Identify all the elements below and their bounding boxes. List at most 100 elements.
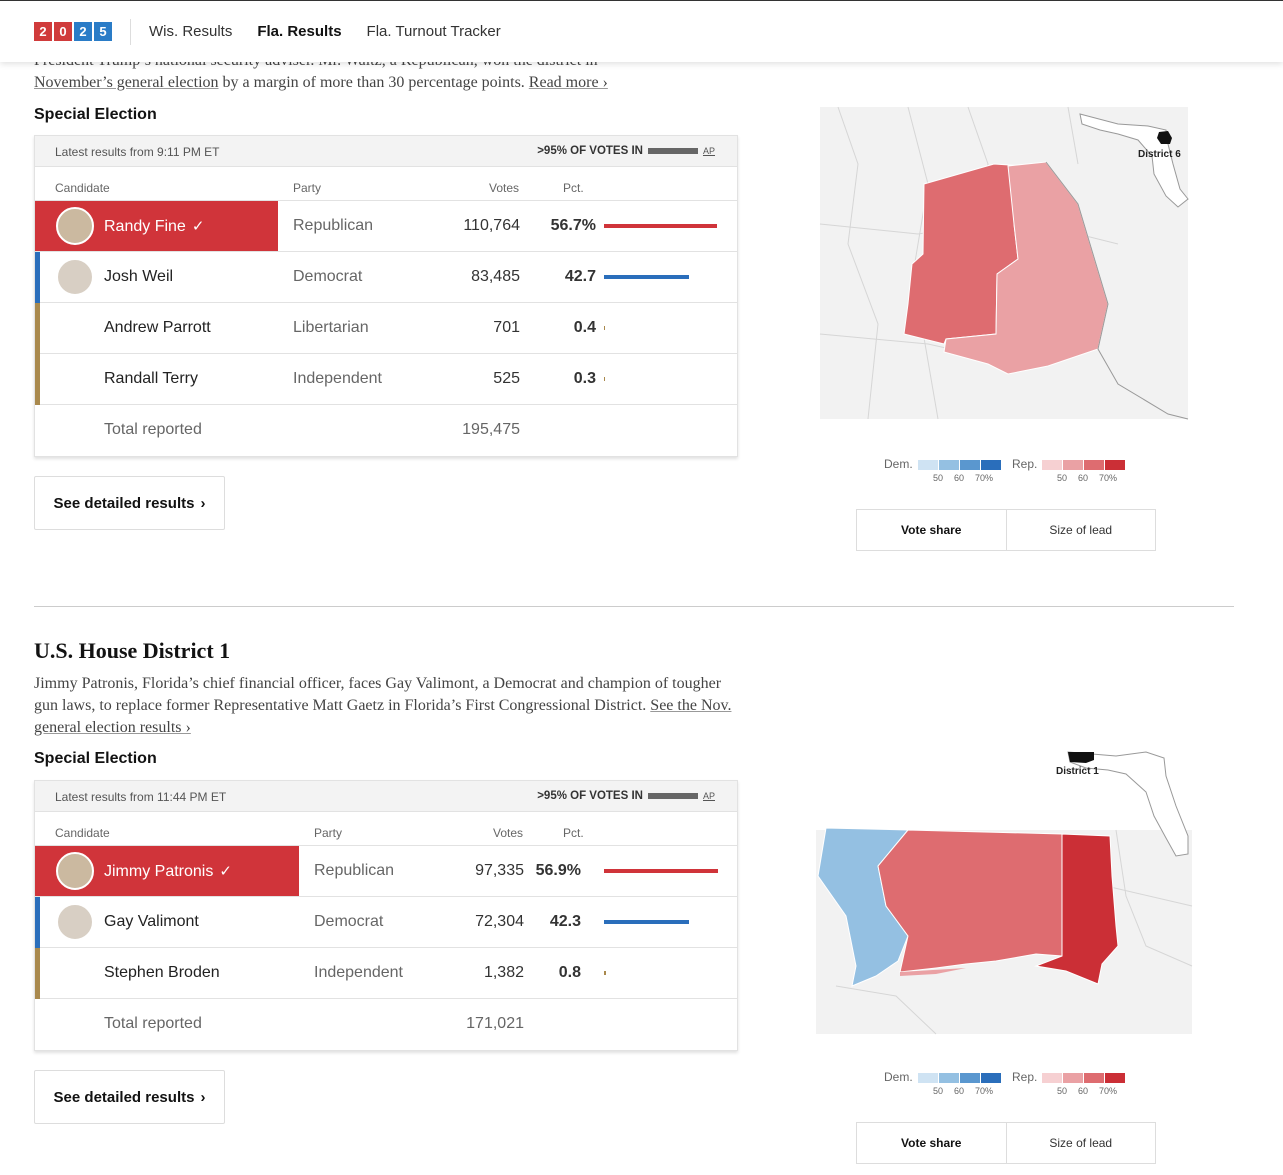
chevron-right-icon: ›: [200, 494, 206, 512]
map-region-county: [877, 829, 1063, 973]
col-votes: Votes: [489, 181, 520, 195]
candidate-party: Democrat: [314, 913, 384, 930]
candidate-avatar: [56, 903, 94, 941]
district-label: District 6: [1138, 149, 1181, 160]
legend-swatch: [1105, 460, 1125, 470]
candidate-pct: 56.9%: [535, 862, 581, 879]
legend-swatch: [1042, 460, 1062, 470]
race1-map: District 6: [819, 106, 1189, 420]
candidate-votes: 701: [493, 319, 520, 336]
pct-bar: [604, 920, 689, 924]
candidate-pct: 0.8: [558, 964, 581, 981]
candidate-votes: 72,304: [475, 913, 524, 930]
col-pct: Pct.: [563, 826, 584, 840]
size-of-lead-toggle[interactable]: Size of lead: [1049, 1136, 1113, 1150]
button-label: See detailed results: [53, 494, 195, 512]
race1-detailed-results-button[interactable]: See detailed results ›: [34, 476, 225, 530]
legend-dem-label: Dem.: [884, 457, 913, 471]
candidate-avatar: [56, 852, 94, 890]
candidate-party: Democrat: [293, 268, 363, 285]
race2-legend: Dem. 50 60 70% Rep. 50 60 70%: [884, 1070, 1144, 1100]
legend-tick: 50: [1057, 1086, 1068, 1096]
pct-bar: [604, 224, 717, 228]
race1-results-table: Latest results from 9:11 PM ET >95% OF V…: [34, 135, 738, 457]
candidate-row: Stephen Broden Independent 1,382 0.8: [35, 948, 737, 999]
race2-detailed-results-button[interactable]: See detailed results ›: [34, 1070, 225, 1124]
race2-results-table: Latest results from 11:44 PM ET >95% OF …: [34, 780, 738, 1051]
reporting-bar: [647, 793, 698, 799]
party-stripe: [35, 897, 40, 948]
logo-digit: 2: [74, 22, 92, 41]
legend-swatch: [939, 1073, 959, 1083]
size-of-lead-toggle[interactable]: Size of lead: [1049, 523, 1113, 537]
winner-check-icon: ✓: [219, 863, 232, 880]
race2-map-toggle: Vote share Size of lead: [856, 1122, 1156, 1164]
table-body: Jimmy Patronis ✓ Republican 97,335 56.9% Gay …: [35, 846, 737, 1050]
ap-source-link[interactable]: AP: [702, 146, 715, 156]
legend-tick: 60: [1078, 473, 1089, 483]
nav-link-fla-turnout[interactable]: Fla. Turnout Tracker: [366, 23, 501, 40]
legend-tick: 70%: [975, 473, 994, 483]
candidate-row: Andrew Parrott Libertarian 701 0.4: [35, 303, 737, 354]
candidate-name: Randy Fine ✓: [104, 218, 205, 235]
legend-swatch: [1063, 1073, 1083, 1083]
intro-text-rest: by a margin of more than 30 percentage p…: [218, 74, 525, 91]
read-more-link[interactable]: Read more ›: [528, 74, 608, 91]
legend-tick: 60: [1078, 1086, 1089, 1096]
florida-locator-map: District 6: [1079, 113, 1189, 208]
legend-swatch: [1084, 1073, 1104, 1083]
legend-tick: 50: [933, 1086, 944, 1096]
nav-link-fla-results[interactable]: Fla. Results: [257, 23, 342, 40]
vote-share-toggle[interactable]: Vote share: [857, 510, 1007, 550]
legend-tick: 70%: [975, 1086, 994, 1096]
latest-results: Latest results from 9:11 PM ET: [55, 145, 220, 159]
total-votes: 195,475: [462, 421, 520, 438]
party-stripe: [35, 252, 40, 303]
table-header: Candidate Party Votes Pct.: [35, 812, 737, 846]
legend-tick: 70%: [1099, 1086, 1118, 1096]
race2-title: U.S. House District 1: [34, 638, 231, 663]
pct-bar: [604, 971, 606, 975]
legend-swatch: [1063, 460, 1083, 470]
legend-tick: 60: [954, 473, 965, 483]
race1-map-toggle: Vote share Size of lead: [856, 509, 1156, 551]
col-party: Party: [314, 826, 343, 840]
table-header: Candidate Party Votes Pct.: [35, 167, 737, 201]
race2-label: Special Election: [34, 750, 157, 767]
logo-2025[interactable]: 2 0 2 5: [34, 22, 112, 41]
winner-check-icon: ✓: [191, 218, 205, 235]
top-nav: 2 0 2 5 Wis. Results Fla. Results Fla. T…: [0, 0, 1283, 62]
candidate-votes: 525: [493, 370, 520, 387]
florida-locator-map: District 1: [1056, 751, 1189, 857]
candidate-party: Independent: [314, 964, 403, 981]
candidate-row: Jimmy Patronis ✓ Republican 97,335 56.9%: [35, 846, 737, 897]
legend-swatch: [918, 1073, 938, 1083]
legend-swatch: [918, 460, 938, 470]
legend-tick: 70%: [1099, 473, 1118, 483]
district-label: District 1: [1056, 766, 1099, 777]
candidate-row: Randy Fine ✓ Republican 110,764 56.7%: [35, 201, 737, 252]
intro-link[interactable]: November’s general election: [34, 74, 219, 91]
table-status-bar: Latest results from 9:11 PM ET >95% OF V…: [35, 136, 737, 167]
total-label: Total reported: [104, 421, 202, 438]
legend-swatch: [981, 1073, 1001, 1083]
nav-link-wis-results[interactable]: Wis. Results: [149, 23, 233, 40]
legend-dem-label: Dem.: [884, 1070, 913, 1084]
nav-links: Wis. Results Fla. Results Fla. Turnout T…: [149, 23, 501, 40]
candidate-party: Republican: [293, 217, 374, 234]
vote-share-toggle[interactable]: Vote share: [857, 1123, 1007, 1163]
party-stripe: [35, 354, 40, 405]
section-divider: [34, 606, 1234, 607]
ap-source-link[interactable]: AP: [702, 791, 715, 801]
reporting-bar: [647, 148, 698, 154]
candidate-pct: 0.4: [573, 319, 596, 336]
logo-digit: 0: [54, 22, 72, 41]
col-candidate: Candidate: [55, 826, 110, 840]
votes-in-text: >95% OF VOTES IN: [537, 790, 643, 802]
total-label: Total reported: [104, 1015, 202, 1032]
pct-bar: [604, 275, 689, 279]
total-row: Total reported 195,475: [35, 405, 737, 456]
general-election-link[interactable]: See the Nov. general election results ›: [34, 697, 732, 736]
candidate-name: Josh Weil: [104, 268, 174, 285]
candidate-name: Jimmy Patronis ✓: [104, 863, 232, 880]
